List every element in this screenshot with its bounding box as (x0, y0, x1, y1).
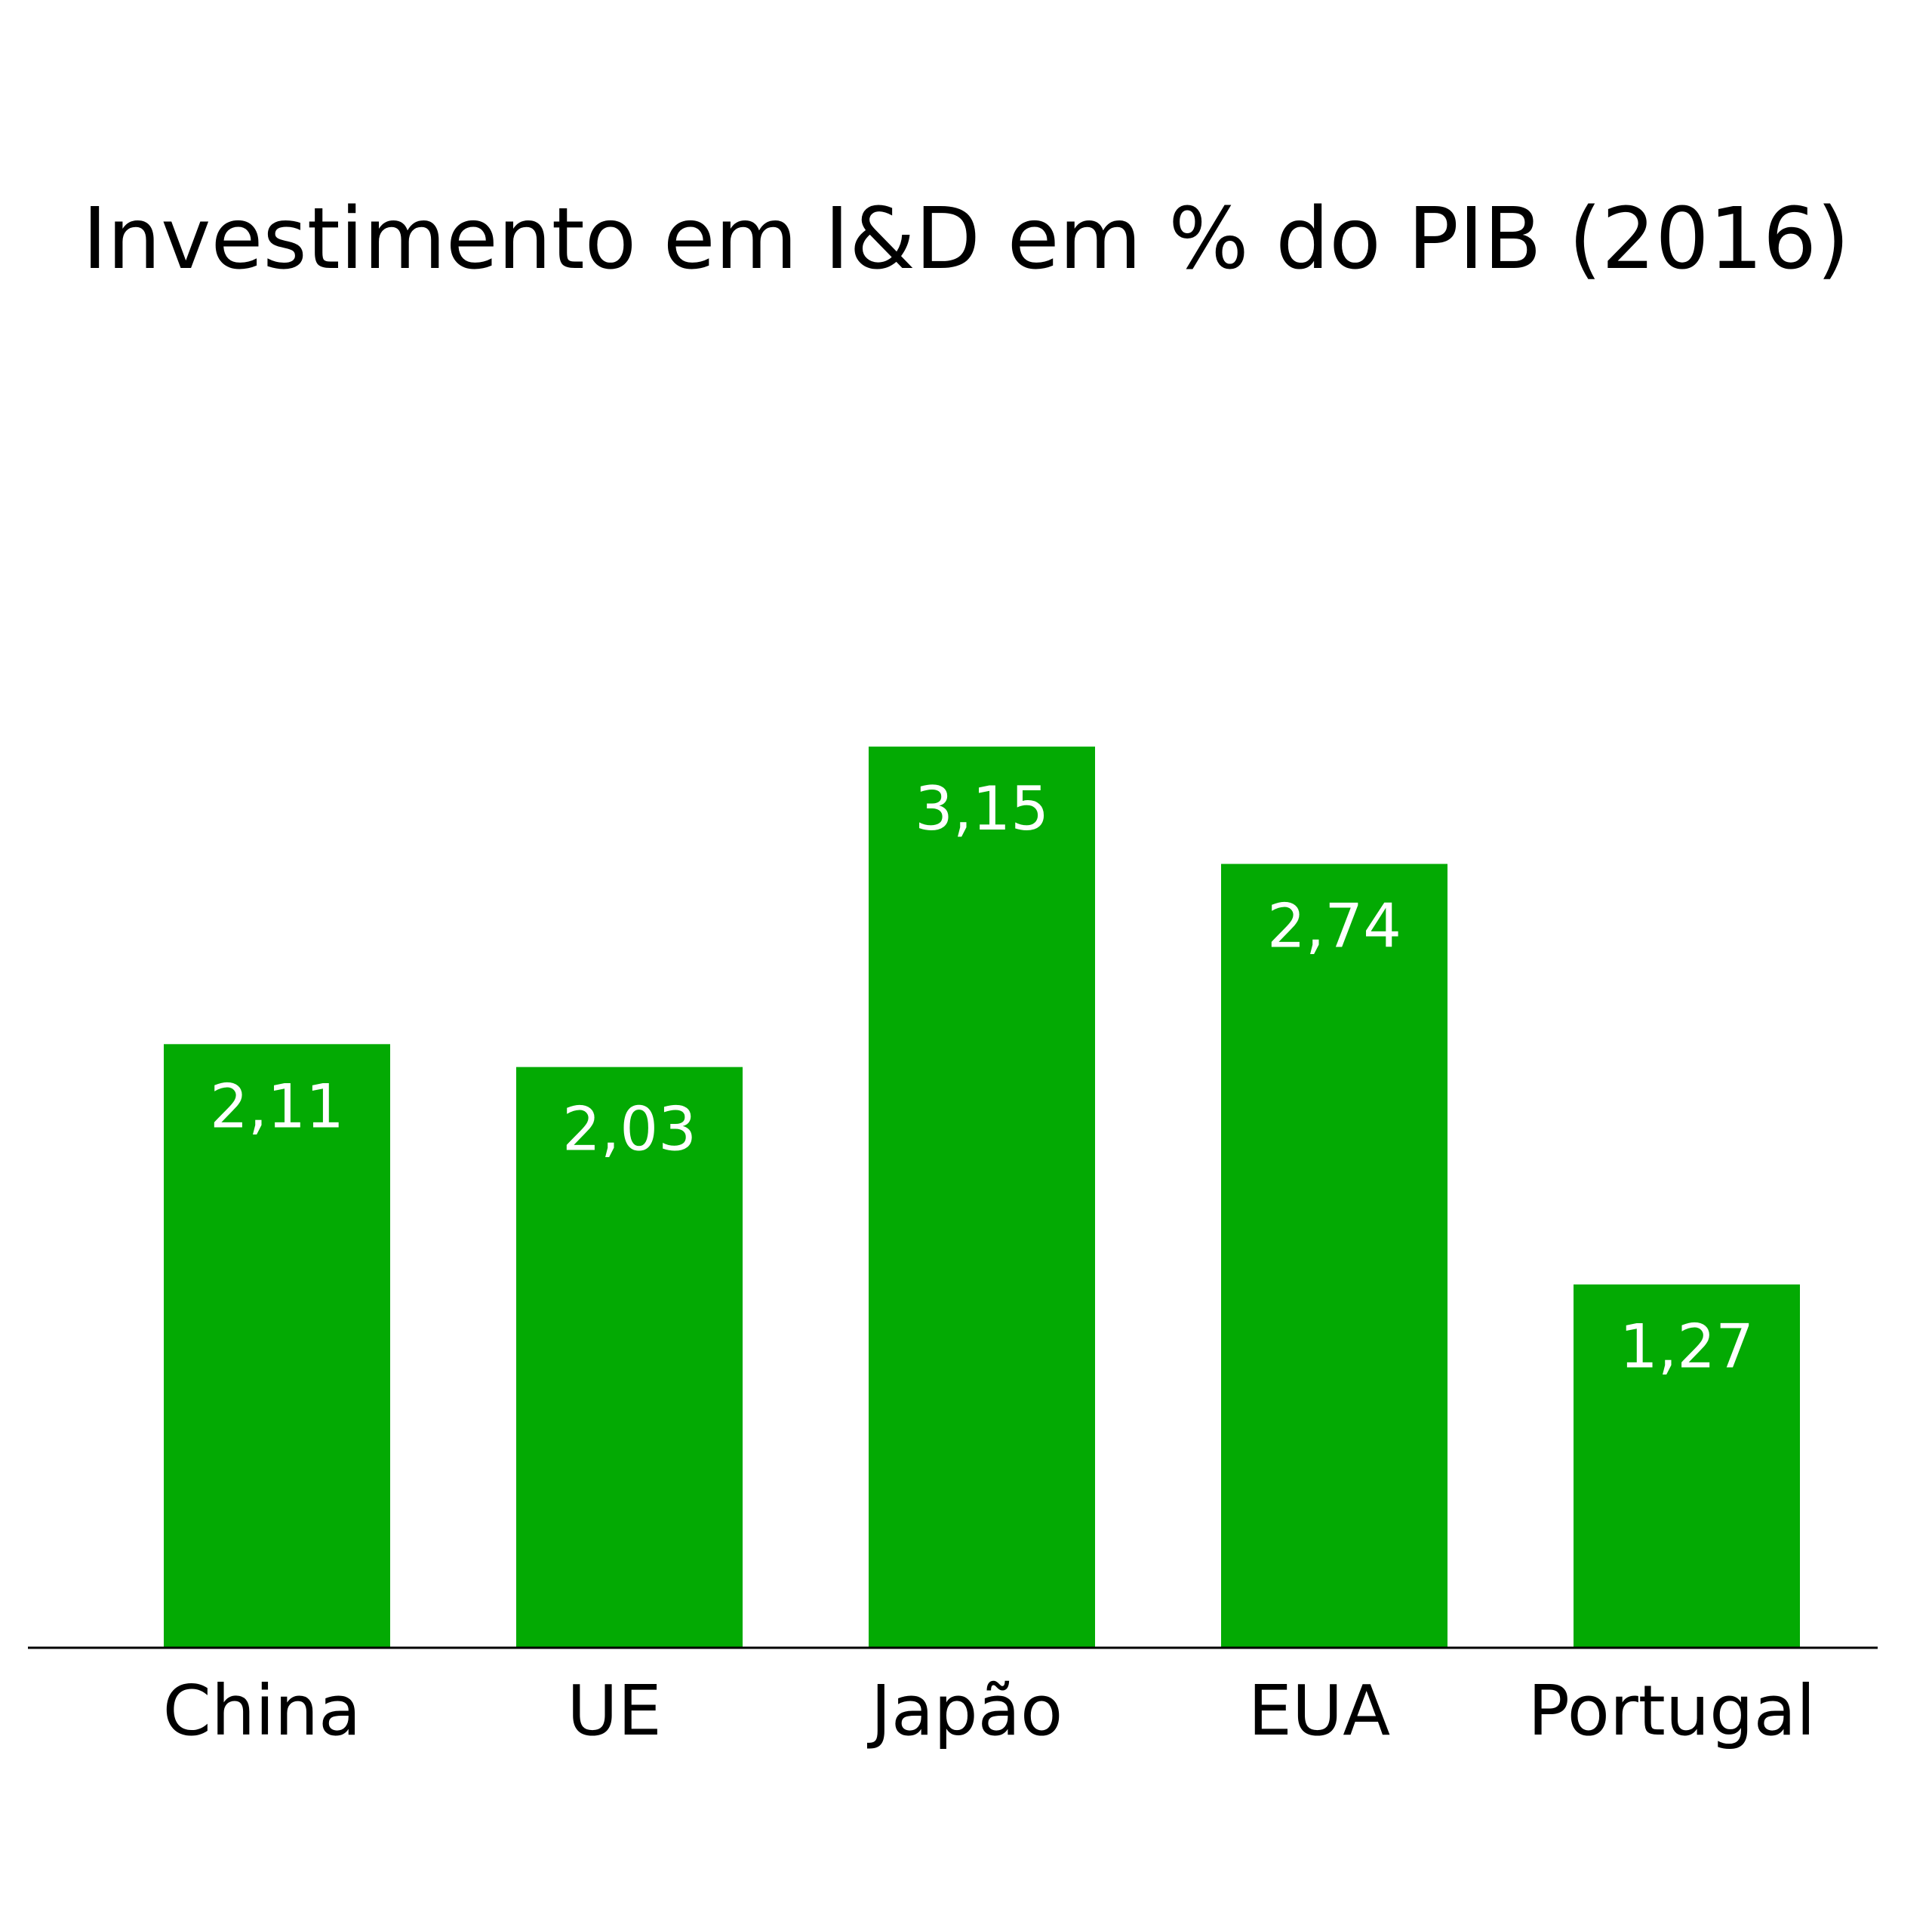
bar-2 (869, 747, 1095, 1648)
bar-value-label-2: 3,15 (915, 774, 1049, 844)
bar-1 (516, 1067, 743, 1648)
bar-3 (1221, 864, 1447, 1648)
x-tick-label-1: UE (567, 1670, 661, 1751)
bars-group (164, 747, 1800, 1648)
x-tick-label-3: EUA (1248, 1670, 1390, 1751)
x-tick-label-4: Portugal (1527, 1670, 1815, 1751)
bar-0 (164, 1044, 390, 1648)
bar-value-label-1: 2,03 (562, 1094, 697, 1165)
chart-title: Investimento em I&D em % do PIB (2016) (82, 190, 1850, 288)
bar-value-label-0: 2,11 (210, 1071, 344, 1141)
x-tick-label-0: China (163, 1670, 361, 1751)
x-tick-label-2: Japão (867, 1670, 1063, 1751)
x-tick-labels-group: China UE Japão EUA Portugal (163, 1670, 1816, 1751)
bar-4 (1574, 1284, 1800, 1648)
bar-value-label-3: 2,74 (1267, 891, 1401, 962)
bar-labels-group: 2,11 2,03 3,15 2,74 1,27 (210, 774, 1754, 1382)
bar-value-label-4: 1,27 (1620, 1312, 1754, 1382)
